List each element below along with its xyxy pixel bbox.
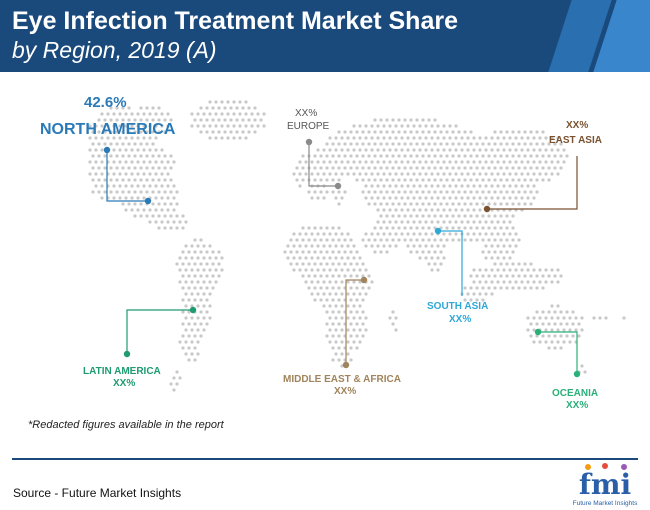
middle-east-africa-marker (342, 361, 350, 369)
world-dot-map (88, 100, 626, 392)
east-asia-marker (483, 205, 491, 213)
europe-marker (334, 182, 342, 190)
redaction-note: *Redacted figures available in the repor… (28, 419, 224, 431)
south-asia-value: XX% (449, 314, 472, 325)
latin-america-marker (189, 306, 197, 314)
europe-marker (305, 138, 313, 146)
oceania-leader (538, 331, 578, 374)
latin-america-marker (123, 350, 131, 358)
oceania-marker (534, 328, 542, 336)
north-america-value: 42.6% (84, 94, 127, 111)
latin-america-leader (126, 309, 193, 354)
north-america-marker (144, 197, 152, 205)
latin-america-value: XX% (113, 378, 136, 389)
oceania-label: OCEANIA (552, 388, 599, 399)
middle-east-africa-leader (345, 279, 364, 365)
east-asia-label: EAST ASIA (549, 135, 602, 146)
middle-east-africa-value: XX% (334, 386, 357, 397)
north-america-label: NORTH AMERICA (40, 121, 176, 138)
latin-america-label: LATIN AMERICA (83, 366, 161, 377)
footer-divider (12, 458, 638, 460)
oceania-marker (573, 370, 581, 378)
north-america-marker (103, 146, 111, 154)
europe-value: XX% (295, 108, 318, 119)
middle-east-africa-marker (360, 276, 368, 284)
europe-leader (308, 142, 338, 187)
south-asia-leader (438, 230, 463, 296)
svg-text:fmi: fmi (579, 468, 631, 501)
header-banner: Eye Infection Treatment Market Share by … (0, 0, 650, 72)
map-dots (88, 100, 626, 392)
south-asia-label: SOUTH ASIA (427, 301, 489, 312)
east-asia-leader (487, 156, 578, 210)
oceania-value: XX% (566, 400, 589, 411)
north-america-leader (106, 150, 148, 202)
source-text: Source - Future Market Insights (13, 486, 182, 500)
europe-label: EUROPE (287, 121, 330, 132)
page-title: Eye Infection Treatment Market Share (12, 7, 458, 35)
south-asia-marker (434, 227, 442, 235)
east-asia-value: XX% (566, 120, 589, 131)
fmi-logo: fmi Future Market Insights (573, 463, 638, 507)
svg-text:Future Market Insights: Future Market Insights (573, 500, 638, 507)
page-subtitle: by Region, 2019 (A) (12, 37, 217, 63)
middle-east-africa-label: MIDDLE EAST & AFRICA (283, 374, 401, 385)
